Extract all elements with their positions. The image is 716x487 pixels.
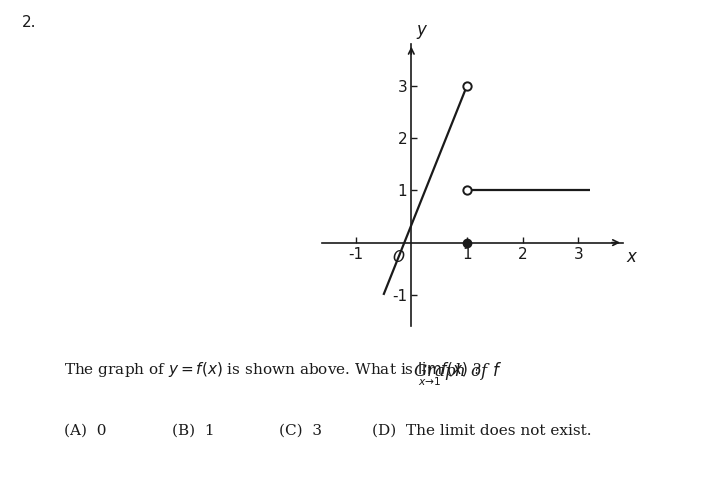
Text: (D)  The limit does not exist.: (D) The limit does not exist. [372, 424, 592, 438]
Text: $x$: $x$ [626, 249, 638, 266]
Text: Graph of $f$: Graph of $f$ [413, 360, 502, 382]
Text: (B)  1: (B) 1 [172, 424, 215, 438]
Text: $O$: $O$ [392, 249, 406, 265]
Text: $y$: $y$ [416, 23, 428, 41]
Text: (A)  0: (A) 0 [64, 424, 107, 438]
Text: The graph of $y = f(x)$ is shown above. What is $\lim_{x \to 1} f(x)$ ?: The graph of $y = f(x)$ is shown above. … [64, 360, 482, 388]
Text: (C)  3: (C) 3 [279, 424, 322, 438]
Text: 2.: 2. [21, 15, 36, 30]
